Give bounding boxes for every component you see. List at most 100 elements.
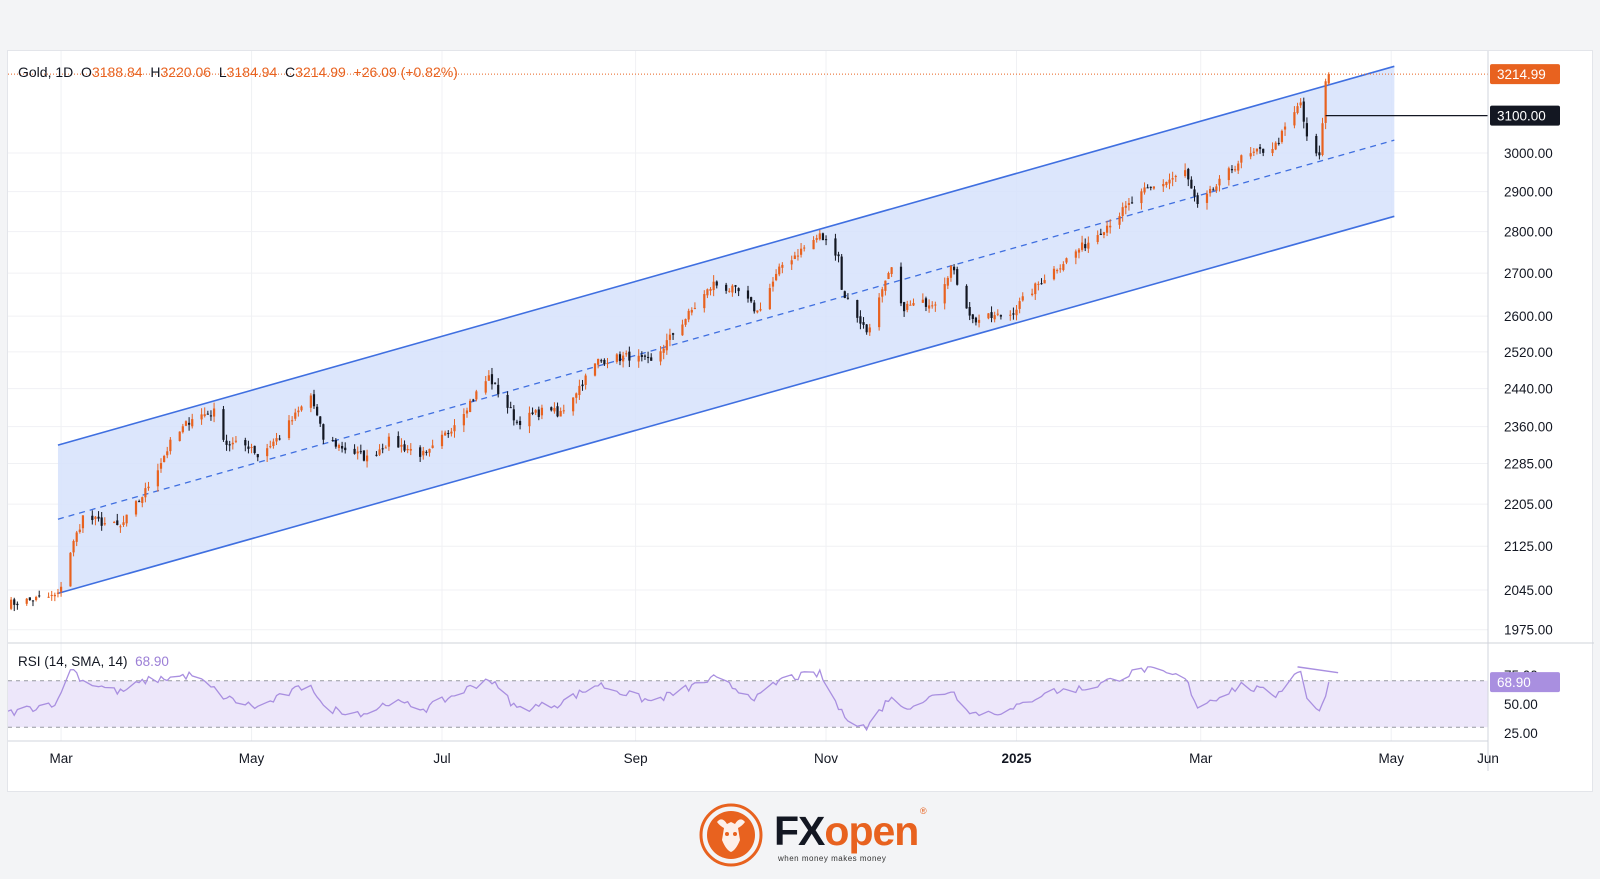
candle-body-up bbox=[637, 355, 640, 362]
candle-body-down bbox=[837, 254, 840, 257]
candle-body-up bbox=[1174, 176, 1177, 178]
candle-body-up bbox=[1165, 181, 1168, 186]
candle-body-up bbox=[75, 532, 78, 542]
candle-body-up bbox=[887, 273, 890, 280]
candle-body-down bbox=[846, 297, 850, 299]
candle-body-up bbox=[10, 599, 13, 609]
candle-body-up bbox=[113, 521, 116, 523]
candle-body-down bbox=[1277, 142, 1280, 144]
rsi-band bbox=[8, 680, 1488, 728]
candle-body-up bbox=[781, 264, 784, 268]
candle-body-up bbox=[731, 285, 734, 293]
candle-body-up bbox=[1171, 178, 1174, 180]
bull-head-icon bbox=[699, 803, 763, 867]
candle-body-down bbox=[209, 415, 213, 417]
time-tick-label: Nov bbox=[814, 751, 838, 766]
candle-body-down bbox=[16, 603, 19, 606]
candle-body-up bbox=[1240, 155, 1243, 163]
candle-body-up bbox=[1271, 148, 1274, 154]
last-price-badge-text: 3214.99 bbox=[1497, 67, 1546, 82]
candle-body-down bbox=[1190, 179, 1193, 189]
rsi-value-badge-text: 68.90 bbox=[1497, 675, 1531, 690]
rsi-legend-value: 68.90 bbox=[135, 654, 169, 669]
candle-body-up bbox=[1065, 258, 1068, 263]
rsi-tick-label: 50.00 bbox=[1504, 697, 1538, 712]
candle-body-up bbox=[709, 288, 712, 291]
candle-body-down bbox=[862, 322, 865, 325]
candle-body-up bbox=[593, 363, 597, 376]
candle-body-up bbox=[406, 448, 409, 451]
candle-body-up bbox=[1255, 148, 1259, 152]
candle-body-up bbox=[584, 375, 587, 385]
candle-body-up bbox=[815, 238, 818, 240]
candle-body-up bbox=[606, 363, 609, 365]
candle-body-up bbox=[275, 438, 278, 442]
candle-body-up bbox=[25, 598, 28, 604]
candle-body-down bbox=[247, 446, 250, 449]
candle-body-down bbox=[531, 412, 534, 415]
candle-body-down bbox=[375, 454, 378, 456]
rsi-value-badge-bg bbox=[1490, 672, 1560, 693]
candle-body-up bbox=[287, 420, 291, 439]
candle-body-up bbox=[465, 410, 469, 414]
price-tick-label: 2520.00 bbox=[1504, 345, 1553, 360]
candle-body-up bbox=[184, 421, 188, 426]
candle-body-up bbox=[1109, 225, 1112, 228]
candle-body-up bbox=[1121, 207, 1124, 216]
candle-body-down bbox=[228, 444, 231, 446]
channel-median-line bbox=[57, 139, 1395, 520]
candle-body-down bbox=[312, 394, 316, 407]
candle-body-up bbox=[147, 486, 150, 489]
candle-body-down bbox=[31, 600, 35, 602]
candle-body-down bbox=[628, 351, 631, 361]
candle-body-up bbox=[703, 294, 706, 309]
candle-body-up bbox=[1096, 235, 1099, 242]
candle-body-down bbox=[821, 233, 825, 241]
candle-body-down bbox=[640, 355, 643, 357]
candle-body-up bbox=[1327, 74, 1330, 84]
candle-body-down bbox=[750, 297, 753, 302]
candle-body-up bbox=[771, 281, 775, 287]
candle-body-down bbox=[403, 444, 406, 451]
candle-body-up bbox=[1118, 216, 1121, 225]
candle-body-down bbox=[206, 413, 209, 415]
candle-body-down bbox=[1212, 189, 1215, 191]
candle-body-down bbox=[316, 406, 319, 416]
candle-body-down bbox=[1258, 147, 1262, 149]
candle-body-up bbox=[1087, 242, 1090, 249]
candle-body-up bbox=[946, 277, 949, 286]
candle-body-down bbox=[397, 436, 400, 448]
legend-open-label: O bbox=[81, 64, 92, 80]
candle-body-up bbox=[1184, 170, 1187, 176]
chart-canvas[interactable]: 3000.00 2900.00 2800.00 2700.00 2600.00 2520.… bbox=[8, 51, 1594, 793]
candle-body-up bbox=[684, 319, 687, 325]
candle-body-up bbox=[300, 406, 303, 411]
candle-body-up bbox=[662, 348, 665, 353]
candle-body-up bbox=[931, 305, 934, 307]
candle-body-up bbox=[356, 451, 359, 454]
candle-body-up bbox=[141, 497, 144, 503]
candle-body-up bbox=[1077, 249, 1081, 253]
candle-body-down bbox=[974, 317, 978, 323]
candle-body-down bbox=[28, 597, 31, 601]
candle-body-down bbox=[490, 374, 494, 385]
candle-body-up bbox=[881, 289, 884, 297]
candle-body-down bbox=[225, 440, 228, 445]
time-tick-label: May bbox=[239, 751, 265, 766]
candle-body-up bbox=[144, 488, 147, 498]
candle-body-up bbox=[562, 410, 565, 412]
candle-body-up bbox=[475, 391, 478, 400]
candle-body-up bbox=[1018, 301, 1021, 309]
candle-body-up bbox=[156, 470, 159, 487]
candle-body-up bbox=[540, 407, 544, 416]
candle-body-down bbox=[497, 384, 500, 395]
candle-body-up bbox=[487, 375, 490, 381]
candle-body-down bbox=[1196, 195, 1199, 204]
candle-body-down bbox=[1315, 136, 1318, 154]
candle-body-up bbox=[790, 260, 793, 265]
price-tick-label: 2800.00 bbox=[1504, 225, 1553, 240]
candle-body-up bbox=[1140, 191, 1143, 204]
legend-low-label: L bbox=[218, 64, 227, 80]
candle-body-up bbox=[943, 284, 946, 304]
candle-body-up bbox=[1293, 112, 1296, 126]
